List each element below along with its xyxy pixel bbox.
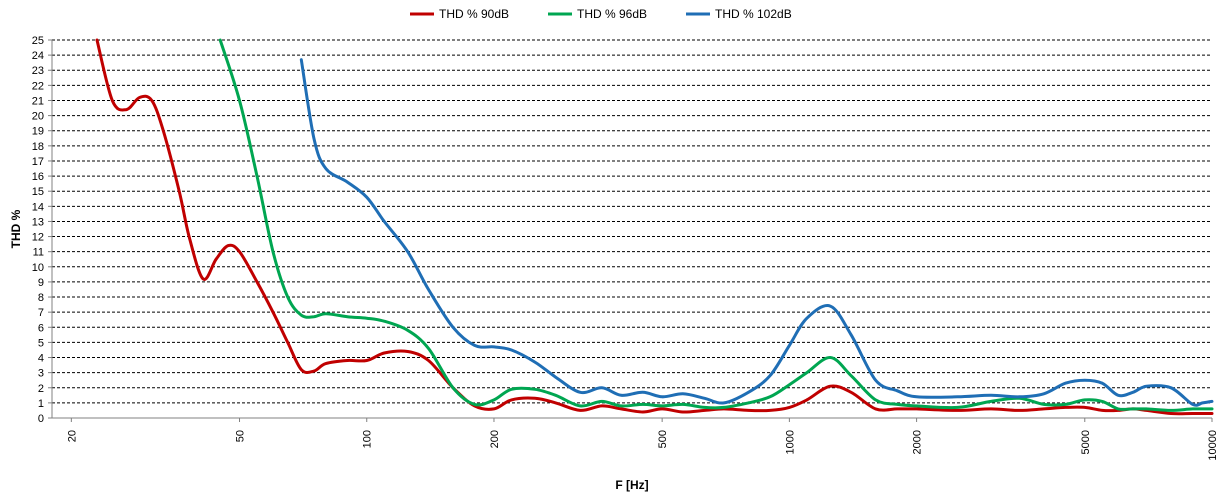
y-tick-label: 17: [32, 156, 44, 168]
x-tick-label: 200: [489, 430, 501, 448]
series-lines: [95, 38, 1214, 416]
x-tick-label: 100: [362, 430, 374, 448]
grid-lines: [52, 39, 1212, 404]
legend-label: THD % 102dB: [715, 7, 792, 21]
y-tick-label: 14: [32, 201, 44, 213]
y-tick-label: 23: [32, 65, 44, 77]
y-axis-title: THD %: [9, 209, 23, 248]
y-tick-label: 19: [32, 126, 44, 138]
y-tick-label: 12: [32, 232, 44, 244]
legend-label: THD % 90dB: [439, 7, 509, 21]
legend[interactable]: THD % 90dB THD % 96dB THD % 102dB: [410, 7, 792, 21]
series-line-2: [218, 38, 1214, 412]
y-tick-label: 25: [32, 35, 44, 47]
series-line-3: [299, 58, 1214, 407]
x-tick-label: 20: [66, 430, 78, 442]
y-tick-label: 5: [38, 337, 44, 349]
y-tick-label: 6: [38, 322, 44, 334]
y-tick-label: 8: [38, 292, 44, 304]
y-tick-label: 4: [38, 353, 44, 365]
y-tick-label: 13: [32, 216, 44, 228]
y-tick-label: 22: [32, 80, 44, 92]
y-tick-label: 18: [32, 141, 44, 153]
legend-item-2[interactable]: THD % 96dB: [548, 7, 647, 21]
y-tick-label: 16: [32, 171, 44, 183]
x-tick-label: 10000: [1207, 430, 1218, 461]
y-tick-label: 0: [38, 413, 44, 425]
y-tick-label: 10: [32, 262, 44, 274]
y-tick-label: 9: [38, 277, 44, 289]
x-tick-label: 50: [235, 430, 247, 442]
x-tick-label: 1000: [784, 430, 796, 454]
legend-item-1[interactable]: THD % 90dB: [410, 7, 509, 21]
series-line-1: [95, 38, 1214, 416]
y-tick-label: 21: [32, 95, 44, 107]
x-tick-label: 5000: [1080, 430, 1092, 454]
y-tick-label: 3: [38, 368, 44, 380]
legend-label: THD % 96dB: [577, 7, 647, 21]
y-tick-label: 2: [38, 383, 44, 395]
x-tick-labels: 20 50 100 200 500 1000 2000 5000 10000: [66, 430, 1218, 461]
x-tick-label: 500: [657, 430, 669, 448]
y-tick-label: 24: [32, 50, 44, 62]
y-tick-label: 20: [32, 111, 44, 123]
x-axis-title: F [Hz]: [615, 478, 648, 492]
y-tick-label: 11: [33, 247, 44, 259]
y-tick-label: 1: [38, 398, 44, 410]
y-tick-labels: 0123456789101112131415161718192021222324…: [32, 35, 44, 425]
axes: [48, 39, 1213, 422]
y-tick-label: 7: [38, 307, 44, 319]
x-tick-label: 2000: [912, 430, 924, 454]
legend-item-3[interactable]: THD % 102dB: [686, 7, 792, 21]
y-tick-label: 15: [32, 186, 44, 198]
